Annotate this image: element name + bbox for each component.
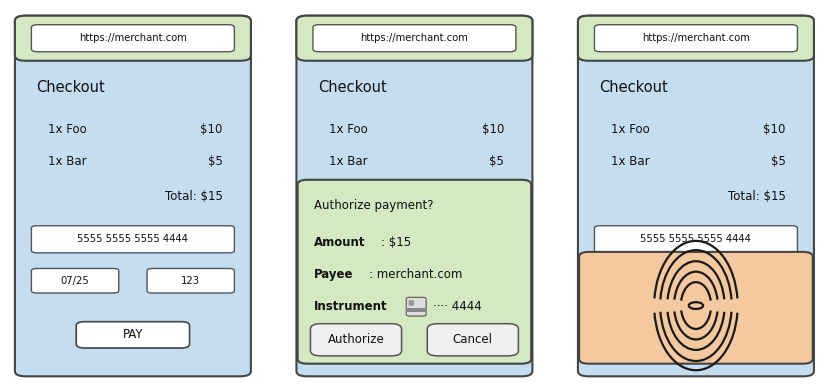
FancyBboxPatch shape <box>15 16 251 61</box>
Text: Payee: Payee <box>313 268 353 281</box>
Text: 123: 123 <box>743 276 762 286</box>
FancyBboxPatch shape <box>147 269 234 293</box>
Text: https://merchant.com: https://merchant.com <box>79 33 187 43</box>
FancyBboxPatch shape <box>76 322 189 348</box>
Text: 07/25: 07/25 <box>60 276 89 286</box>
FancyBboxPatch shape <box>31 269 118 293</box>
FancyBboxPatch shape <box>577 16 813 376</box>
Text: Checkout: Checkout <box>318 80 386 95</box>
Text: 1x Foo: 1x Foo <box>610 123 649 136</box>
Text: Instrument: Instrument <box>313 300 387 313</box>
FancyBboxPatch shape <box>297 180 531 364</box>
Text: Authorize payment?: Authorize payment? <box>313 199 433 212</box>
FancyBboxPatch shape <box>710 269 796 293</box>
Text: $5: $5 <box>208 155 222 168</box>
Text: https://merchant.com: https://merchant.com <box>360 33 468 43</box>
Text: $10: $10 <box>481 123 504 136</box>
Text: 5555 5555 5555 4444: 5555 5555 5555 4444 <box>78 234 188 244</box>
Text: 5555 5555 5555 4444: 5555 5555 5555 4444 <box>640 234 750 244</box>
FancyBboxPatch shape <box>15 16 251 376</box>
FancyBboxPatch shape <box>406 297 426 316</box>
Text: Checkout: Checkout <box>599 80 667 95</box>
Text: 07/25: 07/25 <box>623 276 652 286</box>
FancyBboxPatch shape <box>578 252 812 364</box>
FancyBboxPatch shape <box>310 324 401 356</box>
Text: Total: $15: Total: $15 <box>446 189 504 203</box>
FancyBboxPatch shape <box>594 226 796 253</box>
Text: : $15: : $15 <box>380 236 410 249</box>
FancyBboxPatch shape <box>31 25 234 52</box>
Text: : merchant.com: : merchant.com <box>368 268 461 281</box>
Text: $5: $5 <box>770 155 785 168</box>
FancyBboxPatch shape <box>594 269 681 293</box>
Text: PAY: PAY <box>122 328 143 341</box>
Text: ···· 4444: ···· 4444 <box>433 300 481 313</box>
Text: https://merchant.com: https://merchant.com <box>641 33 749 43</box>
Text: 1x Foo: 1x Foo <box>329 123 368 136</box>
FancyBboxPatch shape <box>577 16 813 61</box>
Text: 1x Foo: 1x Foo <box>48 123 87 136</box>
Text: $10: $10 <box>200 123 222 136</box>
Text: 1x Bar: 1x Bar <box>329 155 368 168</box>
Text: Cancel: Cancel <box>452 333 492 346</box>
Text: Checkout: Checkout <box>36 80 105 95</box>
Text: Total: $15: Total: $15 <box>727 189 785 203</box>
Text: Authorize: Authorize <box>327 333 384 346</box>
FancyBboxPatch shape <box>427 324 518 356</box>
FancyBboxPatch shape <box>409 300 414 306</box>
Text: $10: $10 <box>762 123 785 136</box>
FancyBboxPatch shape <box>31 226 234 253</box>
Text: $5: $5 <box>489 155 504 168</box>
Text: Amount: Amount <box>313 236 365 249</box>
FancyBboxPatch shape <box>296 16 532 61</box>
FancyBboxPatch shape <box>296 16 532 376</box>
Text: Total: $15: Total: $15 <box>165 189 222 203</box>
Text: Total: $15: Total: $15 <box>449 201 504 211</box>
Text: 1x Bar: 1x Bar <box>48 155 87 168</box>
FancyBboxPatch shape <box>594 25 796 52</box>
Bar <box>406 308 426 312</box>
Text: 1x Bar: 1x Bar <box>610 155 649 168</box>
FancyBboxPatch shape <box>313 25 515 52</box>
Text: 123: 123 <box>181 276 200 286</box>
